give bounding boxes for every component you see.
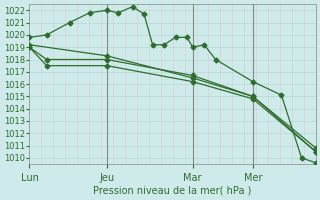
X-axis label: Pression niveau de la mer( hPa ): Pression niveau de la mer( hPa )	[93, 186, 252, 196]
